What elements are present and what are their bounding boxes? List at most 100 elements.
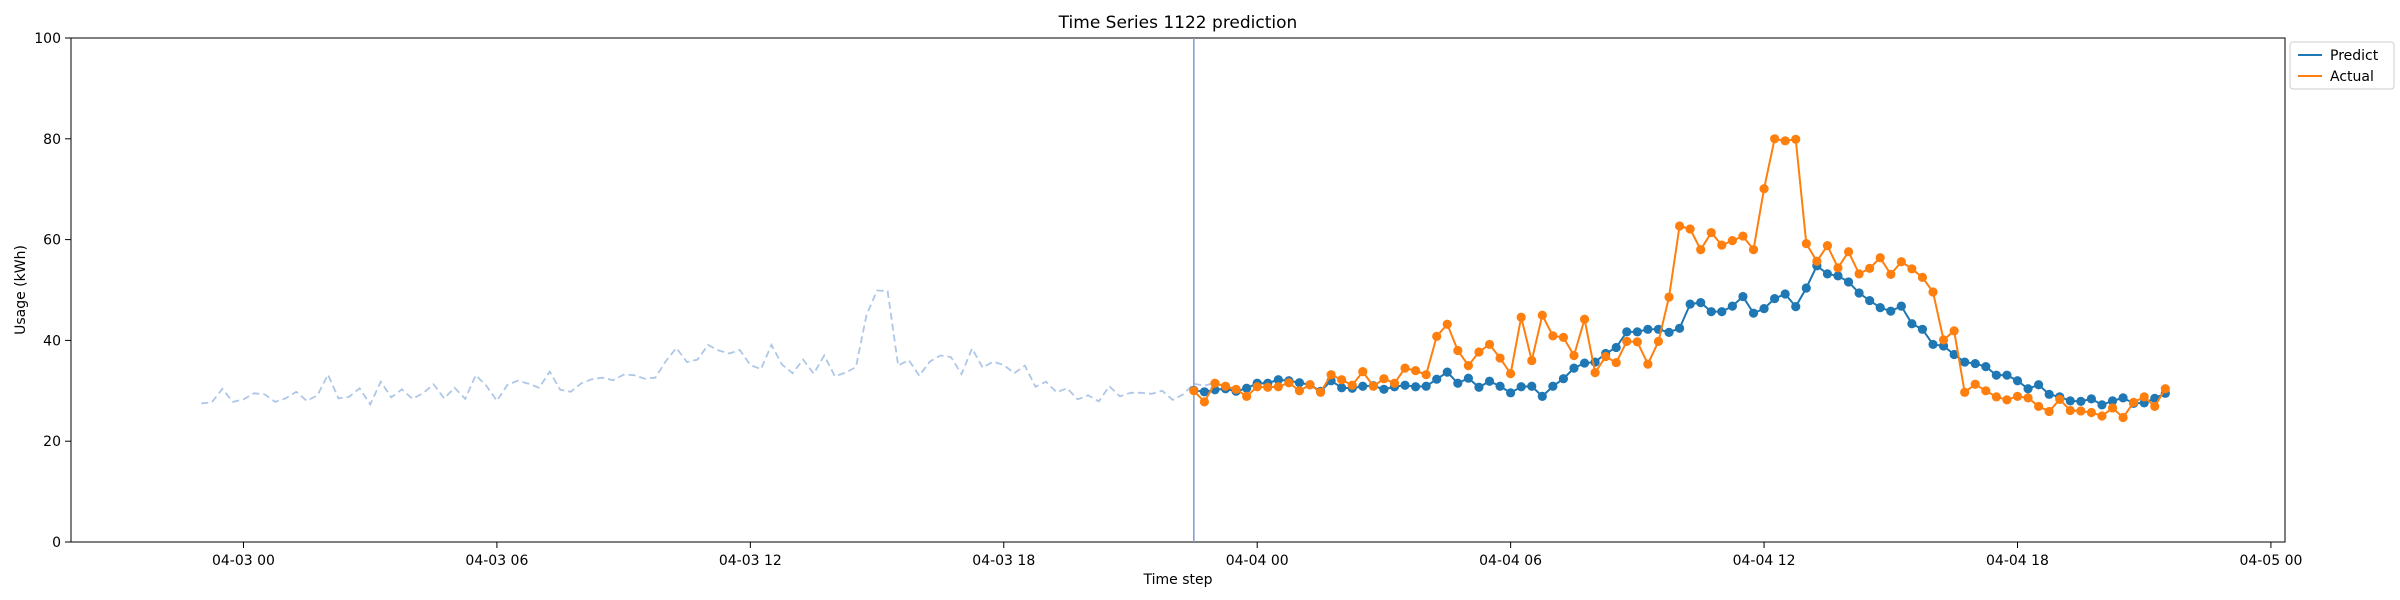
x-tick-label: 04-04 18 bbox=[1986, 553, 2049, 569]
point-actual bbox=[2023, 393, 2033, 403]
point-actual bbox=[1664, 292, 1674, 302]
point-predict bbox=[1907, 319, 1917, 329]
point-predict bbox=[2118, 393, 2128, 403]
point-actual bbox=[1569, 350, 1579, 361]
point-actual bbox=[1527, 355, 1537, 366]
point-predict bbox=[1622, 327, 1632, 337]
point-actual bbox=[1337, 375, 1347, 385]
point-predict bbox=[1717, 307, 1727, 317]
point-actual bbox=[2139, 392, 2149, 402]
x-tick-label: 04-04 00 bbox=[1226, 553, 1289, 569]
point-predict bbox=[1886, 306, 1896, 316]
point-actual bbox=[1833, 263, 1843, 273]
point-actual bbox=[1474, 347, 1484, 357]
point-predict bbox=[1537, 391, 1547, 401]
point-actual bbox=[1706, 227, 1716, 238]
point-actual bbox=[2160, 384, 2170, 394]
point-actual bbox=[1379, 374, 1389, 384]
point-actual bbox=[1315, 387, 1326, 397]
point-actual bbox=[1896, 257, 1906, 267]
point-actual bbox=[1843, 247, 1854, 257]
point-actual bbox=[2129, 397, 2139, 407]
point-predict bbox=[1506, 388, 1516, 398]
y-tick-label: 20 bbox=[43, 434, 61, 450]
point-predict bbox=[1337, 383, 1347, 393]
point-predict bbox=[1696, 298, 1706, 308]
point-actual bbox=[1263, 382, 1273, 392]
point-predict bbox=[1453, 378, 1463, 388]
point-predict bbox=[1379, 384, 1389, 394]
point-predict bbox=[2023, 384, 2033, 394]
point-actual bbox=[2065, 405, 2075, 416]
point-predict bbox=[1981, 362, 1991, 372]
point-actual bbox=[1231, 384, 1241, 394]
point-actual bbox=[2044, 406, 2054, 417]
x-tick-label: 04-03 00 bbox=[212, 553, 275, 569]
point-actual bbox=[2086, 407, 2097, 418]
point-actual bbox=[2002, 395, 2012, 405]
point-actual bbox=[1284, 378, 1294, 388]
point-actual bbox=[2076, 406, 2086, 416]
point-predict bbox=[1474, 382, 1484, 392]
point-actual bbox=[1537, 310, 1547, 320]
point-actual bbox=[1991, 392, 2001, 402]
point-predict bbox=[1400, 380, 1410, 390]
point-actual bbox=[1305, 380, 1315, 390]
point-actual bbox=[1748, 245, 1759, 255]
point-predict bbox=[1865, 295, 1875, 306]
point-actual bbox=[1643, 359, 1653, 369]
point-actual bbox=[1463, 361, 1473, 371]
point-predict bbox=[1727, 301, 1737, 311]
y-tick-label: 80 bbox=[43, 132, 61, 148]
y-tick-label: 60 bbox=[43, 233, 61, 249]
chart-title: Time Series 1122 prediction bbox=[1058, 13, 1298, 33]
point-predict bbox=[1896, 301, 1906, 311]
point-predict bbox=[1822, 269, 1833, 279]
point-actual bbox=[1981, 386, 1991, 396]
point-predict bbox=[2107, 396, 2118, 406]
point-predict bbox=[1970, 358, 1980, 369]
point-actual bbox=[1400, 363, 1410, 373]
point-actual bbox=[1865, 263, 1875, 273]
point-predict bbox=[1242, 383, 1252, 393]
point-actual bbox=[1516, 312, 1526, 322]
point-actual bbox=[1632, 337, 1642, 347]
legend-frame bbox=[2289, 41, 2395, 90]
point-actual bbox=[1653, 336, 1664, 347]
point-predict bbox=[1421, 381, 1431, 391]
point-predict bbox=[1516, 382, 1526, 392]
point-predict bbox=[1917, 324, 1928, 334]
point-predict bbox=[1484, 376, 1495, 386]
point-actual bbox=[1495, 353, 1505, 363]
point-actual bbox=[1432, 331, 1442, 341]
x-tick-label: 04-05 00 bbox=[2239, 553, 2302, 569]
point-actual bbox=[1453, 345, 1463, 356]
point-actual bbox=[1210, 378, 1220, 388]
point-predict bbox=[1960, 357, 1970, 367]
point-actual bbox=[1685, 224, 1695, 234]
point-actual bbox=[2097, 411, 2107, 421]
point-actual bbox=[2118, 412, 2128, 423]
point-actual bbox=[1548, 331, 1558, 341]
point-predict bbox=[1928, 339, 1938, 350]
point-predict bbox=[1664, 327, 1674, 337]
point-actual bbox=[1484, 339, 1495, 350]
point-predict bbox=[2012, 376, 2023, 386]
point-predict bbox=[2002, 370, 2012, 380]
point-actual bbox=[1717, 240, 1727, 250]
point-predict bbox=[1780, 289, 1790, 299]
point-actual bbox=[1506, 369, 1516, 379]
point-predict bbox=[1527, 381, 1537, 391]
legend: Predict Actual bbox=[2289, 41, 2395, 90]
point-actual bbox=[1442, 319, 1452, 329]
point-actual bbox=[2107, 403, 2118, 413]
point-predict bbox=[2086, 394, 2097, 404]
point-actual bbox=[1738, 231, 1748, 241]
point-actual bbox=[1949, 326, 1959, 336]
point-actual bbox=[1791, 134, 1801, 144]
point-actual bbox=[1917, 272, 1928, 282]
point-predict bbox=[1685, 299, 1695, 309]
point-actual bbox=[1368, 381, 1378, 391]
point-predict bbox=[1579, 358, 1590, 368]
point-actual bbox=[1326, 370, 1336, 380]
